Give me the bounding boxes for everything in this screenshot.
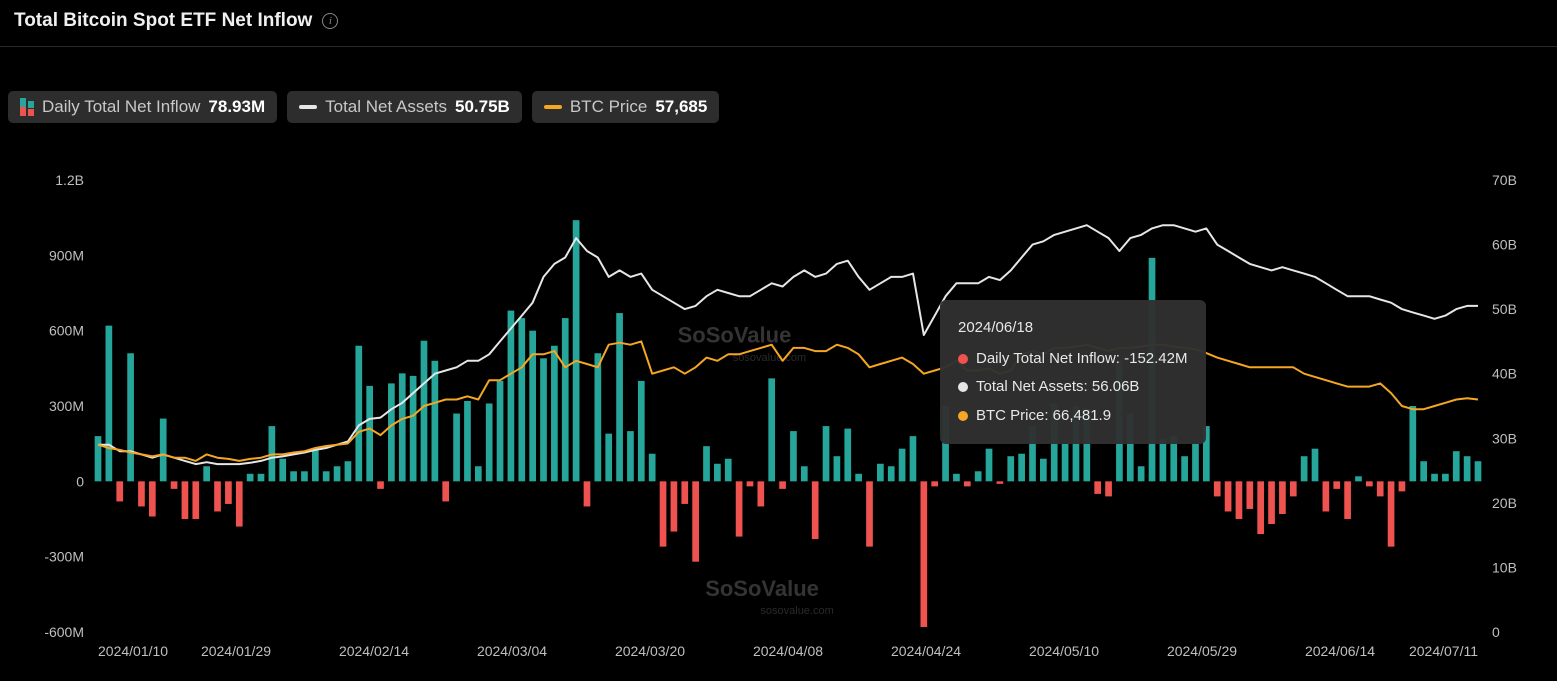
svg-text:600M: 600M [49,323,84,339]
page-header: Total Bitcoin Spot ETF Net Inflow i [0,0,1557,47]
svg-text:2024/05/10: 2024/05/10 [1029,643,1099,659]
svg-text:300M: 300M [49,398,84,414]
svg-text:30B: 30B [1492,430,1517,446]
svg-text:60B: 60B [1492,237,1517,253]
bars-icon [20,98,34,116]
chart-svg: -600M -300M 0 300M 600M 900M 1.2B 0 10B 20B 30B 40B… [0,152,1557,681]
svg-text:0: 0 [1492,624,1500,640]
svg-text:2024/06/14: 2024/06/14 [1305,643,1375,659]
chart-area: -600M -300M 0 300M 600M 900M 1.2B 0 10B 20B 30B 40B… [0,152,1557,681]
legend-inflow[interactable]: Daily Total Net Inflow 78.93M [8,91,277,123]
svg-text:2024/03/04: 2024/03/04 [477,643,547,659]
svg-text:2024/03/20: 2024/03/20 [615,643,685,659]
legend-row: Daily Total Net Inflow 78.93M Total Net … [0,47,1557,123]
page-title: Total Bitcoin Spot ETF Net Inflow [14,10,312,32]
legend-inflow-value: 78.93M [208,97,265,117]
legend-assets[interactable]: Total Net Assets 50.75B [287,91,522,123]
line-icon [544,105,562,109]
legend-btc[interactable]: BTC Price 57,685 [532,91,719,123]
legend-btc-label: BTC Price [570,97,647,117]
info-icon[interactable]: i [322,13,338,29]
svg-text:-600M: -600M [44,624,84,640]
svg-text:2024/04/24: 2024/04/24 [891,643,961,659]
svg-text:20B: 20B [1492,495,1517,511]
legend-assets-label: Total Net Assets [325,97,447,117]
svg-text:2024/05/29: 2024/05/29 [1167,643,1237,659]
svg-text:2024/01/10: 2024/01/10 [98,643,168,659]
svg-text:2024/01/29: 2024/01/29 [201,643,271,659]
svg-text:50B: 50B [1492,301,1517,317]
svg-text:1.2B: 1.2B [55,172,84,188]
line-icon [299,105,317,109]
svg-text:10B: 10B [1492,559,1517,575]
legend-inflow-label: Daily Total Net Inflow [42,97,200,117]
svg-text:sosovalue.com: sosovalue.com [760,605,833,617]
legend-assets-value: 50.75B [455,97,510,117]
svg-text:2024/04/08: 2024/04/08 [753,643,823,659]
svg-text:40B: 40B [1492,366,1517,382]
svg-text:70B: 70B [1492,172,1517,188]
svg-text:0: 0 [76,473,84,489]
svg-text:900M: 900M [49,247,84,263]
svg-text:SoSoValue: SoSoValue [678,323,792,348]
legend-btc-value: 57,685 [655,97,707,117]
svg-text:-300M: -300M [44,549,84,565]
svg-text:2024/02/14: 2024/02/14 [339,643,409,659]
svg-text:SoSoValue: SoSoValue [705,576,819,601]
svg-text:2024/07/11: 2024/07/11 [1409,643,1478,659]
